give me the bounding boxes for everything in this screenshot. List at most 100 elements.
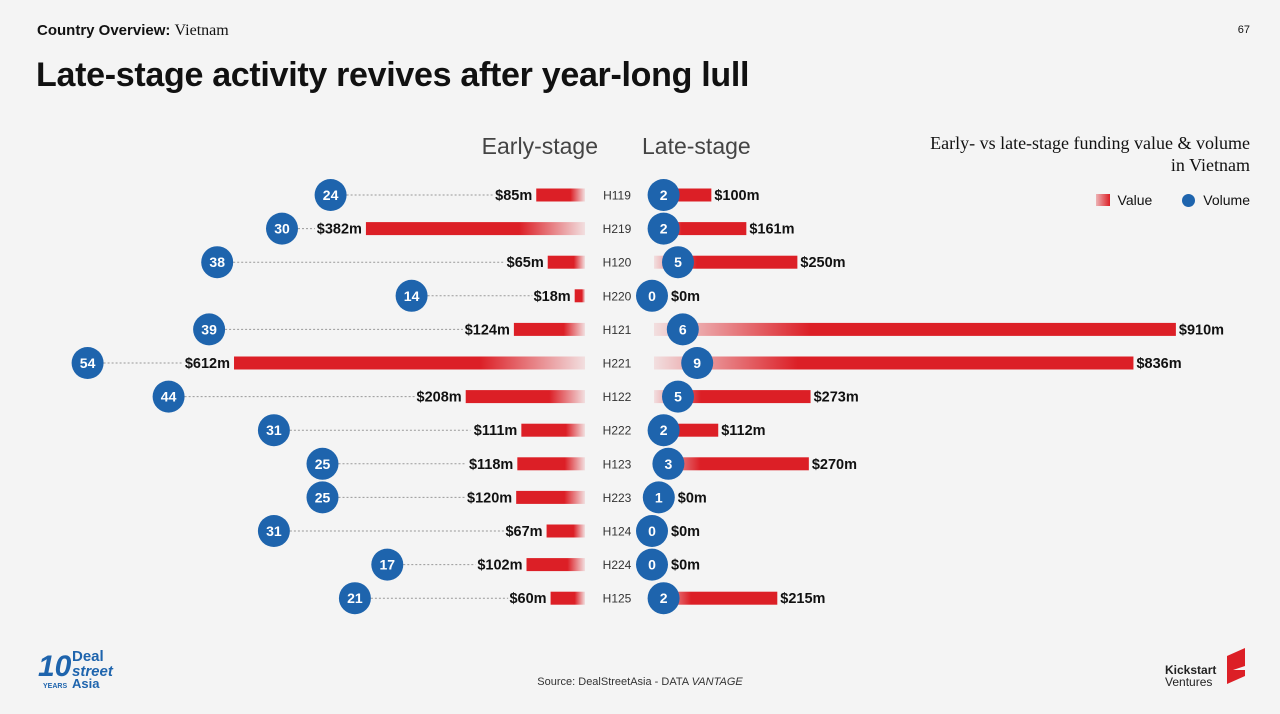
source-prefix: Source: DealStreetAsia - DATA <box>537 676 689 688</box>
early-bar <box>465 390 585 404</box>
early-value-label: $85m <box>495 188 532 204</box>
late-value-label: $273m <box>814 390 859 406</box>
early-volume-bubble <box>314 179 347 211</box>
early-volume-label: 24 <box>323 187 339 203</box>
late-volume-bubble <box>662 246 694 279</box>
svg-text:Ventures: Ventures <box>1165 675 1212 689</box>
early-volume-label: 25 <box>315 489 331 505</box>
early-bar <box>234 356 585 370</box>
source-note: Source: DealStreetAsia - DATA VANTAGE <box>0 676 1280 688</box>
legend-title: Early- vs late-stage funding value & vol… <box>930 133 1250 175</box>
early-bar <box>526 558 585 572</box>
svg-text:Asia: Asia <box>72 676 100 690</box>
period-label: H120 <box>603 256 632 270</box>
early-bar <box>513 322 585 336</box>
early-volume-bubble <box>306 447 339 480</box>
country-name: Vietnam <box>174 22 229 39</box>
early-bar <box>536 188 585 202</box>
early-value-label: $124m <box>465 322 510 338</box>
early-volume-bubble <box>71 347 104 379</box>
late-value-label: $161m <box>749 222 794 238</box>
period-label: H221 <box>603 357 632 371</box>
early-volume-bubble <box>338 582 371 615</box>
early-volume-bubble <box>257 515 290 547</box>
page-title: Late-stage activity revives after year-l… <box>36 56 750 94</box>
late-value-label: $100m <box>714 188 759 204</box>
late-volume-label: 2 <box>660 422 668 438</box>
late-volume-bubble <box>662 380 694 413</box>
late-volume-label: 1 <box>655 489 663 505</box>
volume-dot-icon <box>1182 193 1196 207</box>
late-value-label: $270m <box>812 457 857 473</box>
early-volume-bubble <box>201 246 234 279</box>
late-volume-label: 0 <box>648 523 656 539</box>
legend-value-label: Value <box>1117 192 1153 208</box>
late-volume-label: 0 <box>648 557 656 573</box>
early-volume-label: 54 <box>80 355 96 371</box>
period-label: H121 <box>603 323 632 337</box>
late-volume-bubble <box>636 515 668 547</box>
early-bar <box>574 289 585 303</box>
early-volume-label: 39 <box>201 321 217 337</box>
period-label: H125 <box>603 592 632 606</box>
early-value-label: $118m <box>469 457 513 473</box>
late-volume-label: 2 <box>660 221 668 237</box>
late-volume-label: 5 <box>674 254 682 270</box>
early-bar <box>365 222 585 236</box>
section-header: Country Overview: Vietnam <box>37 22 229 40</box>
early-volume-label: 38 <box>209 254 225 270</box>
period-label: H224 <box>603 558 632 572</box>
early-bar <box>547 255 585 269</box>
late-volume-bubble <box>652 447 685 480</box>
early-volume-bubble <box>152 380 185 413</box>
late-bar <box>654 322 1176 336</box>
late-value-label: $0m <box>678 490 707 506</box>
early-bar <box>546 524 585 538</box>
early-value-label: $65m <box>507 255 544 271</box>
late-volume-bubble <box>636 279 668 312</box>
early-value-label: $111m <box>474 423 518 439</box>
early-value-label: $67m <box>505 524 542 540</box>
early-value-label: $208m <box>417 390 462 406</box>
early-volume-bubble <box>193 313 226 346</box>
early-value-label: $102m <box>477 558 522 574</box>
late-volume-label: 6 <box>679 321 687 337</box>
late-value-label: $836m <box>1136 356 1181 372</box>
early-volume-bubble <box>371 548 404 581</box>
svg-text:street: street <box>72 663 114 680</box>
early-volume-label: 44 <box>161 389 177 405</box>
early-bar <box>521 423 585 437</box>
early-volume-label: 25 <box>315 456 331 472</box>
late-volume-label: 5 <box>674 389 682 405</box>
funding-chart: Early-stage Late-stage $85m 24 H119 2 $100m $… <box>71 133 1224 615</box>
late-volume-bubble <box>647 179 680 211</box>
early-value-label: $382m <box>317 222 362 238</box>
source-brand: VANTAGE <box>691 676 743 688</box>
early-volume-bubble <box>257 414 290 447</box>
period-label: H219 <box>603 222 632 236</box>
late-volume-bubble <box>666 313 699 346</box>
period-label: H220 <box>603 289 632 303</box>
early-volume-label: 31 <box>266 422 282 438</box>
section-prefix: Country Overview: <box>37 22 171 39</box>
early-bar <box>517 457 585 471</box>
late-value-label: $215m <box>780 591 825 607</box>
legend-volume-label: Volume <box>1203 192 1250 208</box>
legend: Value Volume <box>1095 192 1250 208</box>
late-volume-label: 9 <box>693 355 701 371</box>
early-bar <box>550 591 585 605</box>
late-bar <box>654 457 809 471</box>
svg-text:10: 10 <box>38 650 72 683</box>
early-value-label: $60m <box>509 591 546 607</box>
late-value-label: $112m <box>721 423 765 439</box>
late-volume-label: 2 <box>660 590 668 606</box>
early-volume-label: 31 <box>266 523 282 539</box>
late-bar <box>654 591 778 605</box>
page-number: 67 <box>1237 24 1250 36</box>
early-bar <box>516 490 585 504</box>
early-volume-label: 14 <box>404 288 420 304</box>
late-bar <box>654 356 1134 370</box>
period-label: H122 <box>603 390 632 404</box>
late-stage-heading: Late-stage <box>642 133 751 159</box>
late-value-label: $0m <box>671 524 700 540</box>
